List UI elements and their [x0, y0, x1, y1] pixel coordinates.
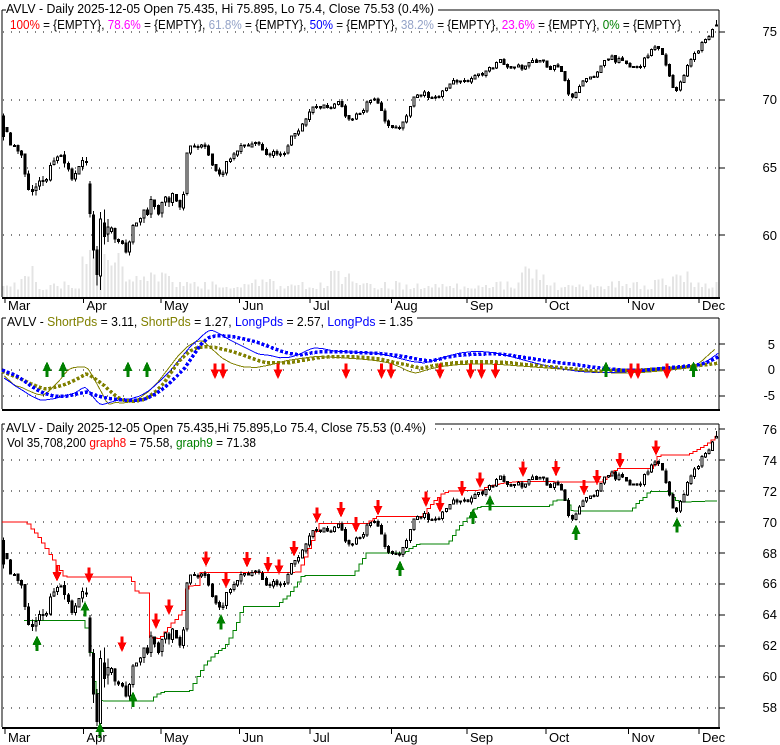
svg-text:Sep: Sep [470, 730, 493, 745]
svg-text:AVLV - Daily 2025-12-05 Open 7: AVLV - Daily 2025-12-05 Open 75.435,Hi 7… [6, 420, 426, 435]
svg-text:AVLV - Daily 2025-12-05 Open 7: AVLV - Daily 2025-12-05 Open 75.435, Hi … [6, 1, 434, 16]
svg-text:-5: -5 [763, 388, 775, 403]
svg-text:AVLV - ShortPds = 3.11, ShortP: AVLV - ShortPds = 3.11, ShortPds = 1.27,… [7, 314, 413, 329]
svg-text:Jul: Jul [313, 730, 330, 745]
svg-text:Dec: Dec [702, 730, 726, 745]
svg-text:58: 58 [763, 700, 777, 715]
svg-text:Aug: Aug [395, 730, 418, 745]
svg-text:Apr: Apr [87, 298, 108, 313]
svg-text:66: 66 [763, 576, 777, 591]
svg-text:65: 65 [763, 160, 777, 175]
svg-text:75: 75 [763, 24, 777, 39]
svg-text:60: 60 [763, 669, 777, 684]
svg-text:Mar: Mar [8, 298, 31, 313]
svg-text:5: 5 [768, 337, 775, 352]
svg-text:74: 74 [763, 453, 777, 468]
svg-text:Mar: Mar [8, 730, 31, 745]
svg-text:Nov: Nov [632, 730, 656, 745]
svg-text:70: 70 [763, 92, 777, 107]
svg-text:Nov: Nov [632, 298, 656, 313]
svg-text:Oct: Oct [549, 730, 570, 745]
svg-text:Jun: Jun [243, 730, 264, 745]
svg-text:76: 76 [763, 422, 777, 437]
svg-text:72: 72 [763, 484, 777, 499]
svg-text:Dec: Dec [702, 298, 726, 313]
svg-text:May: May [164, 730, 189, 745]
svg-text:60: 60 [763, 228, 777, 243]
svg-text:Apr: Apr [87, 730, 108, 745]
svg-text:64: 64 [763, 607, 777, 622]
svg-text:Vol 35,708,200 graph8 = 75.58,: Vol 35,708,200 graph8 = 75.58, graph9 = … [7, 435, 256, 450]
svg-text:Oct: Oct [549, 298, 570, 313]
svg-text:Jun: Jun [243, 298, 264, 313]
svg-text:Aug: Aug [395, 298, 418, 313]
svg-text:62: 62 [763, 638, 777, 653]
svg-text:0: 0 [768, 362, 775, 377]
svg-text:May: May [164, 298, 189, 313]
svg-text:100% = {EMPTY}, 78.6% = {EMPTY: 100% = {EMPTY}, 78.6% = {EMPTY}, 61.8% =… [10, 17, 682, 32]
svg-text:68: 68 [763, 546, 777, 561]
svg-text:70: 70 [763, 515, 777, 530]
svg-text:Sep: Sep [470, 298, 493, 313]
svg-text:Jul: Jul [313, 298, 330, 313]
